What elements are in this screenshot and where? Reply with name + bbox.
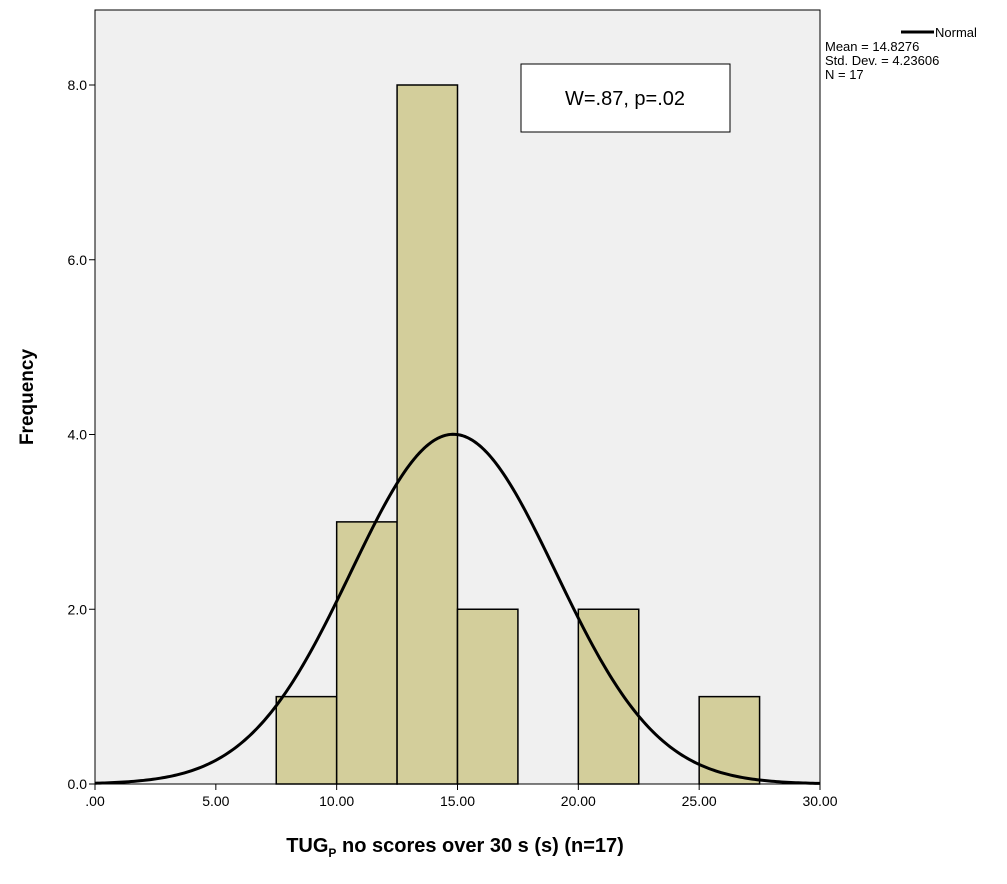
legend-entry-mean: Mean = 14.8276 xyxy=(825,39,919,54)
y-tick-label: 8.0 xyxy=(68,77,88,93)
y-tick-label: 4.0 xyxy=(68,427,88,443)
legend-entry-normal: Normal xyxy=(935,25,977,40)
bars-layer xyxy=(275,84,761,785)
x-tick-label: 10.00 xyxy=(319,793,354,809)
x-tick-label: 30.00 xyxy=(802,793,837,809)
x-tick-label: 25.00 xyxy=(682,793,717,809)
y-axis-label: Frequency xyxy=(17,349,38,446)
histogram-bar xyxy=(456,608,519,785)
x-axis-label-subscript: P xyxy=(328,846,336,860)
y-axis: 0.0 2.0 4.0 6.0 8.0 xyxy=(68,77,95,792)
legend-entry-std: Std. Dev. = 4.23606 xyxy=(825,53,939,68)
histogram-bar xyxy=(275,695,338,785)
x-tick-label: 20.00 xyxy=(561,793,596,809)
y-tick-label: 0.0 xyxy=(68,776,88,792)
x-tick-label: 5.00 xyxy=(202,793,229,809)
y-tick-label: 2.0 xyxy=(68,601,88,617)
annotation-text: W=.87, p=.02 xyxy=(565,88,685,110)
x-axis-label-main: TUG xyxy=(286,835,328,857)
y-tick-label: 6.0 xyxy=(68,252,88,268)
x-axis-label-rest: no scores over 30 s (s) (n=17) xyxy=(336,835,623,857)
legend: Normal Mean = 14.8276 Std. Dev. = 4.2360… xyxy=(825,25,977,82)
legend-entry-n: N = 17 xyxy=(825,67,864,82)
x-axis-label: TUGP no scores over 30 s (s) (n=17) xyxy=(286,835,624,860)
x-tick-label: .00 xyxy=(85,793,105,809)
x-axis: .00 5.00 10.00 15.00 20.00 25.00 30.00 xyxy=(85,784,838,809)
x-tick-label: 15.00 xyxy=(440,793,475,809)
histogram-bar xyxy=(335,521,398,785)
normal-curve xyxy=(94,432,821,785)
histogram-bar xyxy=(698,695,761,785)
annotation-box: W=.87, p=.02 xyxy=(520,63,731,133)
